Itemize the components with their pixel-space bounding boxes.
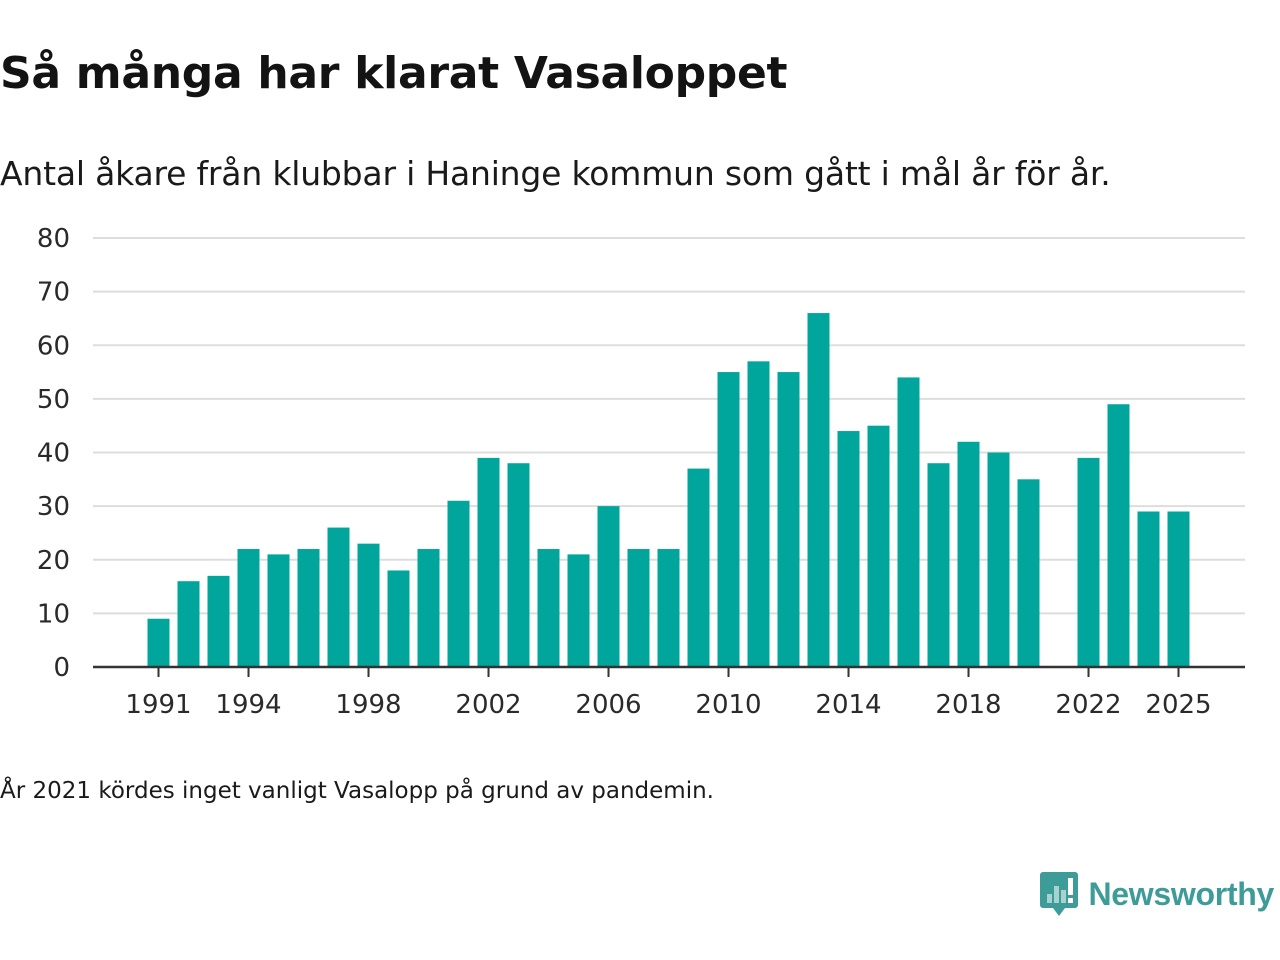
bar xyxy=(1077,457,1100,667)
bar xyxy=(537,549,560,667)
y-tick-label: 50 xyxy=(37,385,70,415)
bar xyxy=(237,549,260,667)
y-tick-label: 60 xyxy=(37,331,70,361)
bar xyxy=(1107,404,1130,667)
x-tick-label: 2006 xyxy=(575,690,641,720)
y-tick-label: 20 xyxy=(37,546,70,576)
x-tick-label: 2018 xyxy=(935,690,1001,720)
bar xyxy=(1167,511,1190,667)
bar xyxy=(957,441,980,667)
chart-footnote: År 2021 kördes inget vanligt Vasalopp på… xyxy=(0,778,714,804)
x-tick-label: 2002 xyxy=(455,690,521,720)
bar xyxy=(387,570,410,667)
bar xyxy=(297,549,320,667)
newsworthy-wordmark: Newsworthy xyxy=(1088,875,1275,912)
bar xyxy=(627,549,650,667)
bar xyxy=(777,372,800,667)
bar xyxy=(1017,479,1040,667)
bar xyxy=(837,431,860,667)
bar xyxy=(567,554,590,667)
x-tick-label: 2014 xyxy=(815,690,881,720)
bar xyxy=(987,452,1010,667)
chart-subtitle: Antal åkare från klubbar i Haninge kommu… xyxy=(0,154,1111,193)
bar xyxy=(147,618,170,667)
bars xyxy=(147,313,1190,667)
x-tick-label: 1991 xyxy=(125,690,191,720)
bar xyxy=(867,425,890,667)
chart-title: Så många har klarat Vasaloppet xyxy=(0,48,788,99)
bar xyxy=(207,575,230,667)
bar xyxy=(747,361,770,667)
bar xyxy=(687,468,710,667)
bar xyxy=(1137,511,1160,667)
bar xyxy=(267,554,290,667)
y-tick-label: 80 xyxy=(37,224,70,254)
y-tick-label: 10 xyxy=(37,599,70,629)
y-tick-label: 30 xyxy=(37,492,70,522)
bar xyxy=(597,506,620,667)
y-axis-labels: 0 10 20 30 40 50 60 70 80 xyxy=(37,224,70,683)
x-axis-ticks xyxy=(157,667,1180,677)
bar xyxy=(927,463,950,667)
bar xyxy=(447,500,470,667)
x-tick-label: 2022 xyxy=(1055,690,1121,720)
bar xyxy=(477,457,500,667)
x-tick-label: 2010 xyxy=(695,690,761,720)
bar xyxy=(177,581,200,667)
bar xyxy=(417,549,440,667)
bar xyxy=(657,549,680,667)
bar xyxy=(327,527,350,667)
bar xyxy=(507,463,530,667)
bar xyxy=(717,372,740,667)
x-tick-label: 1998 xyxy=(335,690,401,720)
bar-chart: 0 10 20 30 40 50 60 70 80 1991 1994 1998 2002 2006 20… xyxy=(37,224,1245,720)
y-tick-label: 0 xyxy=(53,653,70,683)
y-tick-label: 70 xyxy=(37,278,70,308)
newsworthy-logo: Newsworthy xyxy=(1039,870,1275,918)
x-axis-labels: 1991 1994 1998 2002 2006 2010 2014 2018 2022 2025 xyxy=(125,690,1211,720)
x-tick-label: 1994 xyxy=(215,690,281,720)
bar xyxy=(897,377,920,667)
newsworthy-chart-bubble-icon xyxy=(1039,872,1078,916)
bar xyxy=(807,313,830,667)
y-tick-label: 40 xyxy=(37,439,70,469)
bar xyxy=(357,543,380,667)
x-tick-label: 2025 xyxy=(1145,690,1211,720)
